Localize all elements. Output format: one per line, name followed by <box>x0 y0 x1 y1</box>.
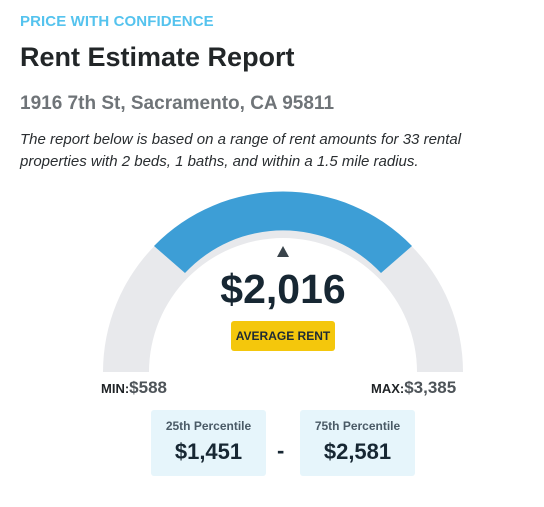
min-tag: MIN: <box>101 381 130 396</box>
max-value: $3,385 <box>404 378 457 397</box>
average-rent-badge: AVERAGE RENT <box>231 321 335 351</box>
min-rent: MIN:$588 <box>101 378 167 398</box>
min-value: $588 <box>129 378 167 397</box>
percentile-25-label: 25th Percentile <box>165 419 252 433</box>
average-rent-value: $2,016 <box>220 266 346 312</box>
average-marker-icon <box>277 246 289 257</box>
percentile-75-value: $2,581 <box>323 439 392 464</box>
max-tag: MAX: <box>371 381 405 396</box>
percentile-75-label: 75th Percentile <box>314 419 401 433</box>
property-address: 1916 7th St, Sacramento, CA 95811 <box>20 93 335 114</box>
percentile-25-card: 25th Percentile $1,451 <box>151 410 266 476</box>
gauge-range-band <box>154 191 412 273</box>
percentile-separator: - <box>277 438 285 463</box>
percentile-25-value: $1,451 <box>174 439 243 464</box>
eyebrow-label: PRICE WITH CONFIDENCE <box>20 13 214 30</box>
percentile-75-card: 75th Percentile $2,581 <box>300 410 415 476</box>
page-title: Rent Estimate Report <box>20 42 295 72</box>
report-description: The report below is based on a range of … <box>20 131 462 170</box>
max-rent: MAX:$3,385 <box>371 378 456 398</box>
